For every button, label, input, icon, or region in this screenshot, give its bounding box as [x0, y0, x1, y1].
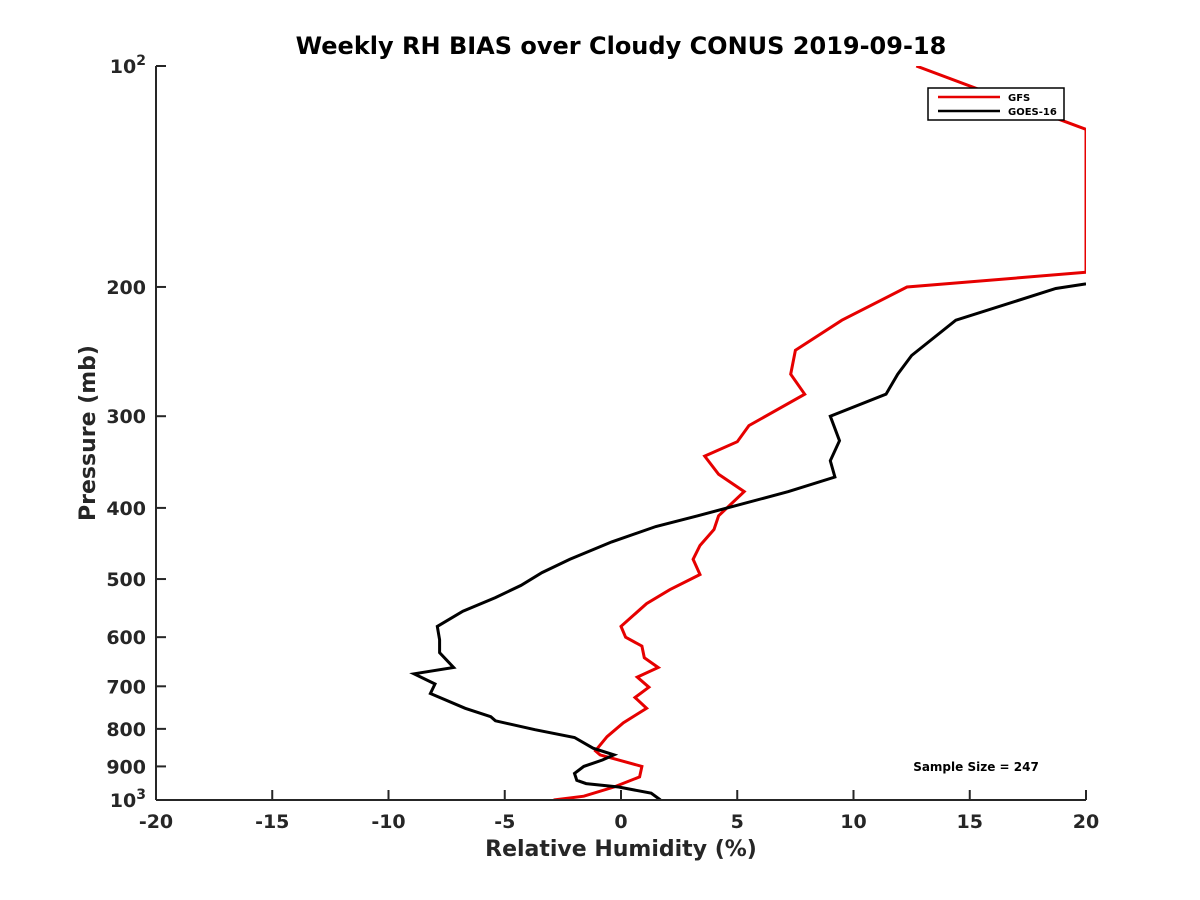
y-tick-label: 700: [106, 676, 146, 698]
y-axis-label: Pressure (mb): [76, 345, 101, 521]
x-tick-label: -10: [371, 811, 405, 833]
y-tick-label: 103: [110, 787, 146, 812]
x-tick-label: -15: [255, 811, 289, 833]
y-tick-label: 500: [106, 569, 146, 591]
sample-size-annotation: Sample Size = 247: [913, 760, 1039, 774]
y-tick-label: 600: [106, 627, 146, 649]
x-axis-label: Relative Humidity (%): [485, 837, 757, 862]
x-tick-label: -20: [139, 811, 173, 833]
chart-title: Weekly RH BIAS over Cloudy CONUS 2019-09…: [296, 32, 947, 60]
legend-label-goes-16: GOES-16: [1008, 107, 1057, 118]
x-tick-label: 10: [840, 811, 866, 833]
series-line-goes-16: [409, 282, 1086, 800]
y-tick-label: 200: [106, 277, 146, 299]
legend-box: [927, 87, 1065, 121]
y-tick-label: 400: [106, 498, 146, 520]
y-tick-label: 300: [106, 406, 146, 428]
y-tick-label: 800: [106, 719, 146, 741]
y-tick-label: 102: [110, 53, 146, 78]
x-tick-label: 5: [731, 811, 744, 833]
legend-label-gfs: GFS: [1008, 93, 1030, 104]
x-tick-label: 20: [1073, 811, 1099, 833]
x-tick-label: 0: [614, 811, 627, 833]
y-tick-label: 900: [106, 756, 146, 778]
x-tick-label: -5: [494, 811, 515, 833]
plot-area: -20 -15 -10 -5 0 5 10 15 20 102 200 300 400 500 600 700…: [106, 53, 1099, 833]
legend: GFS GOES-16: [927, 87, 1065, 121]
x-tick-label: 15: [957, 811, 983, 833]
